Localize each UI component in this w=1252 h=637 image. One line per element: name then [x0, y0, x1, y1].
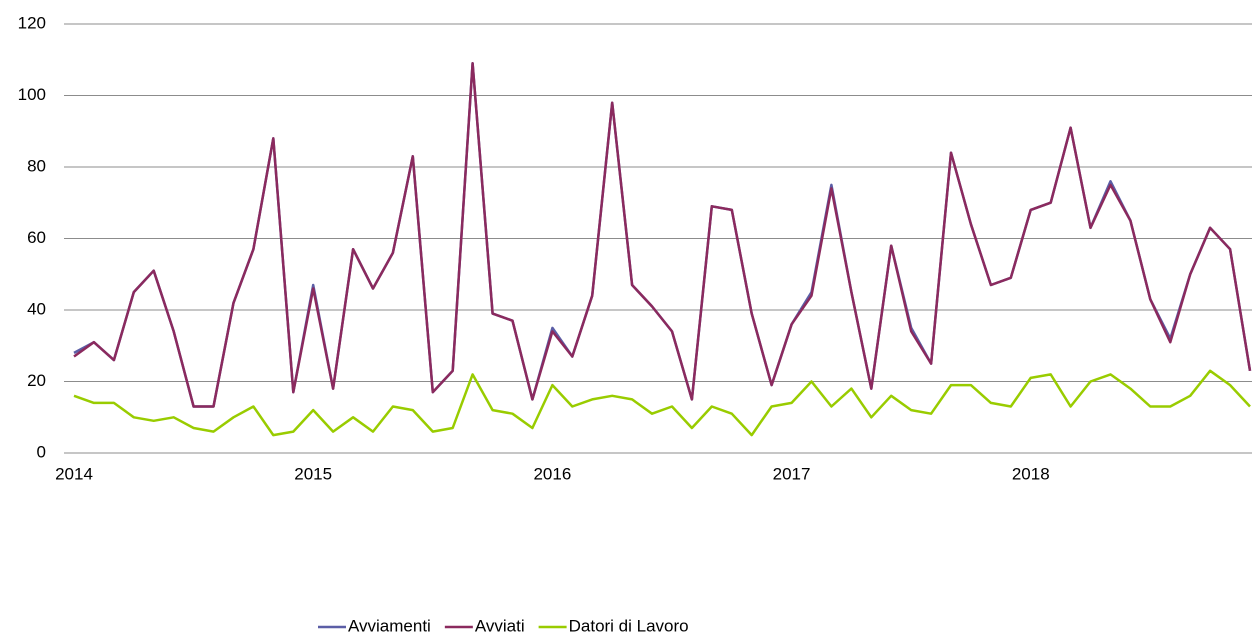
x-tick-label: 2017 [773, 464, 811, 483]
y-tick-label: 0 [37, 442, 46, 461]
y-tick-label: 80 [27, 156, 46, 175]
series-line [73, 62, 1252, 408]
series-line [73, 62, 1252, 408]
y-tick-label: 40 [27, 299, 46, 318]
x-tick-label: 2014 [55, 464, 93, 483]
x-tick-label: 2018 [1012, 464, 1050, 483]
y-tick-label: 20 [27, 371, 46, 390]
x-tick-label: 2015 [294, 464, 332, 483]
y-tick-label: 120 [18, 13, 46, 32]
x-tick-label: 2016 [533, 464, 571, 483]
y-tick-label: 100 [18, 85, 46, 104]
y-tick-label: 60 [27, 228, 46, 247]
legend-label: Avviati [475, 616, 525, 635]
legend-label: Avviamenti [348, 616, 431, 635]
legend-label: Datori di Lavoro [569, 616, 689, 635]
series-line [73, 369, 1251, 437]
